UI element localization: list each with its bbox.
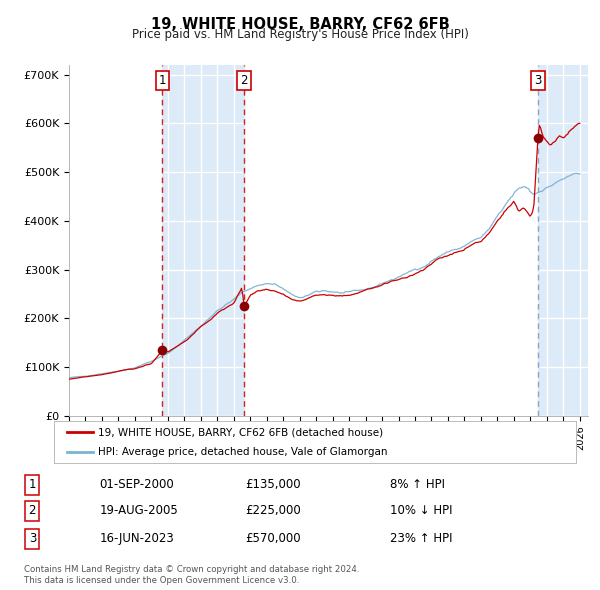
Text: 19-AUG-2005: 19-AUG-2005: [100, 504, 178, 517]
Text: 23% ↑ HPI: 23% ↑ HPI: [391, 532, 453, 545]
Text: Contains HM Land Registry data © Crown copyright and database right 2024.
This d: Contains HM Land Registry data © Crown c…: [24, 565, 359, 585]
Bar: [538, 65, 588, 416]
Text: £135,000: £135,000: [245, 478, 301, 491]
Text: £225,000: £225,000: [245, 504, 301, 517]
Text: 3: 3: [29, 532, 36, 545]
Bar: [163, 65, 244, 416]
Text: 3: 3: [534, 74, 542, 87]
Text: 10% ↓ HPI: 10% ↓ HPI: [391, 504, 453, 517]
Text: 2: 2: [29, 504, 36, 517]
Text: 19, WHITE HOUSE, BARRY, CF62 6FB (detached house): 19, WHITE HOUSE, BARRY, CF62 6FB (detach…: [98, 427, 383, 437]
Text: 2: 2: [241, 74, 248, 87]
Text: 1: 1: [29, 478, 36, 491]
Text: £570,000: £570,000: [245, 532, 301, 545]
Text: 19, WHITE HOUSE, BARRY, CF62 6FB: 19, WHITE HOUSE, BARRY, CF62 6FB: [151, 17, 449, 31]
Text: Price paid vs. HM Land Registry's House Price Index (HPI): Price paid vs. HM Land Registry's House …: [131, 28, 469, 41]
Text: 16-JUN-2023: 16-JUN-2023: [100, 532, 174, 545]
Text: HPI: Average price, detached house, Vale of Glamorgan: HPI: Average price, detached house, Vale…: [98, 447, 388, 457]
Text: 8% ↑ HPI: 8% ↑ HPI: [391, 478, 445, 491]
Text: 01-SEP-2000: 01-SEP-2000: [100, 478, 174, 491]
Text: 1: 1: [158, 74, 166, 87]
